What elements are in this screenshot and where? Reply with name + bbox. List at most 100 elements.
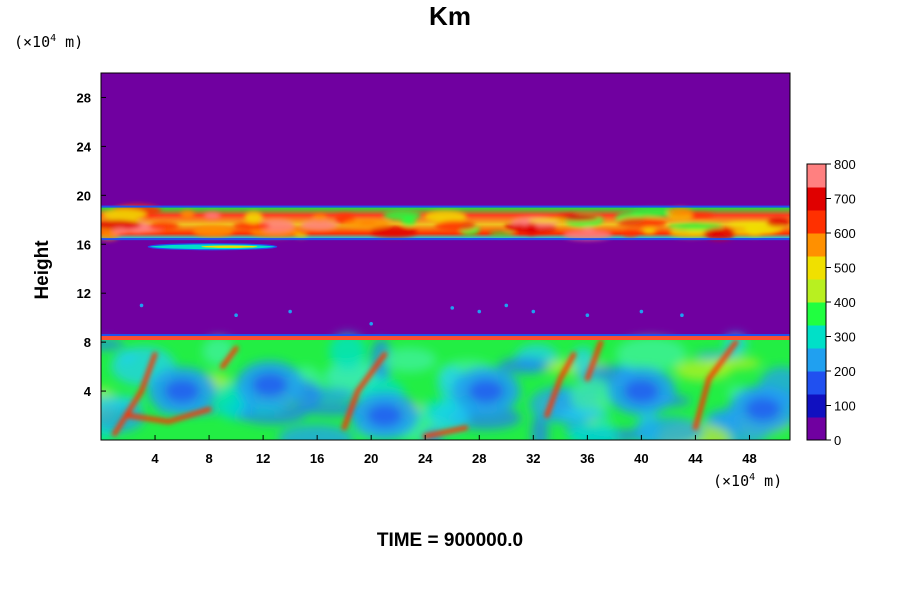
- upper-layer-blob: [112, 228, 129, 235]
- lower-layer-boundary: [101, 334, 790, 337]
- eddy-core: [366, 403, 403, 428]
- upper-layer-blob: [101, 219, 141, 230]
- lower-layer-blob: [101, 339, 125, 351]
- y-tick-label: 8: [84, 335, 91, 350]
- upper-layer-blob: [203, 212, 221, 220]
- upper-layer-blob: [232, 221, 270, 231]
- lower-layer-blob: [329, 333, 366, 370]
- upper-layer-blob: [524, 223, 538, 236]
- colorbar-tick-label: 700: [834, 192, 856, 207]
- shear-streak: [544, 351, 577, 418]
- x-tick-label: 16: [310, 451, 324, 466]
- x-tick-label: 40: [634, 451, 648, 466]
- time-label: TIME = 900000.0: [376, 530, 524, 551]
- lower-layer-blob: [531, 414, 549, 440]
- x-tick-label: 4: [151, 451, 159, 466]
- scatter-blob: [477, 309, 482, 314]
- colorbar-segment: [807, 394, 826, 418]
- upper-layer-blob: [582, 227, 595, 233]
- x-tick-label: 36: [580, 451, 594, 466]
- x-tick-label: 32: [526, 451, 540, 466]
- x-tick-label: 12: [256, 451, 270, 466]
- colorbar-tick-label: 100: [834, 399, 856, 414]
- filament-core: [201, 245, 258, 248]
- x-tick-label: 8: [205, 451, 212, 466]
- y-axis-unit: (×104 m): [14, 33, 84, 51]
- colorbar-tick-label: 800: [834, 157, 856, 172]
- chart-title: Km: [429, 1, 471, 31]
- colorbar-segment: [807, 187, 826, 211]
- upper-layer-blob: [101, 209, 147, 221]
- colorbar-tick-label: 500: [834, 261, 856, 276]
- scatter-blob: [531, 309, 536, 314]
- upper-layer-blob: [401, 216, 416, 227]
- lower-layer-blob: [569, 422, 618, 440]
- scatter-blob: [369, 321, 373, 326]
- eddy-core: [164, 379, 201, 404]
- upper-layer-blob: [300, 220, 338, 231]
- lower-layer-blob: [632, 416, 704, 440]
- upper-layer-blob: [668, 223, 723, 231]
- upper-layer-blob: [294, 232, 309, 238]
- upper-layer-blob: [382, 210, 422, 221]
- upper-layer-blob: [616, 217, 667, 229]
- colorbar-segment: [807, 417, 826, 441]
- colorbar-segment: [807, 348, 826, 372]
- y-tick-label: 24: [77, 139, 92, 154]
- shear-streak: [125, 406, 212, 425]
- upper-layer-blob: [668, 227, 713, 238]
- y-tick-label: 28: [77, 90, 91, 105]
- eddy-core: [623, 379, 660, 404]
- x-tick-label: 28: [472, 451, 486, 466]
- upper-layer-blob: [622, 231, 639, 237]
- scatter-blob: [288, 309, 292, 314]
- upper-layer-blob: [344, 219, 390, 229]
- x-axis-ticks: 4 8 12 16 20 24 28 32 36 40 44 48: [151, 435, 757, 466]
- shear-streak: [220, 345, 239, 370]
- scatter-blob: [139, 303, 144, 308]
- scatter-blob: [234, 313, 238, 318]
- colorbar-segment: [807, 164, 826, 188]
- shear-streak: [584, 339, 604, 382]
- upper-layer-blob: [149, 221, 179, 231]
- y-tick-label: 4: [84, 384, 92, 399]
- y-axis-ticks: 4 8 12 16 20 24 28: [77, 90, 106, 399]
- upper-layer-blob: [703, 227, 736, 240]
- colorbar-segment: [807, 302, 826, 326]
- eddy-core: [251, 372, 288, 397]
- colorbar-segment: [807, 325, 826, 349]
- x-tick-label: 20: [364, 451, 378, 466]
- scatter-blob: [639, 309, 644, 314]
- x-tick-label: 48: [742, 451, 756, 466]
- upper-layer-blob: [244, 211, 263, 224]
- colorbar-tick-label: 400: [834, 295, 856, 310]
- lower-layer-blob: [202, 337, 235, 366]
- x-tick-label: 44: [688, 451, 703, 466]
- eddy-core: [468, 379, 505, 404]
- x-axis-unit: (×104 m): [713, 472, 783, 490]
- lower-layer-blob: [380, 347, 437, 373]
- lower-layer-blob: [569, 377, 613, 414]
- shear-streak: [341, 351, 388, 431]
- colorbar-tick-label: 300: [834, 330, 856, 345]
- colorbar-tick-label: 200: [834, 364, 856, 379]
- lower-layer-blob: [498, 357, 549, 374]
- shear-streak: [422, 425, 469, 439]
- lower-layer-blob: [431, 400, 470, 433]
- upper-layer-bottom-edge: [101, 238, 790, 241]
- colorbar: 0 100 200 300 400 500 600 700 800: [806, 157, 856, 448]
- colorbar-segment: [807, 233, 826, 257]
- colorbar-segment: [807, 210, 826, 234]
- upper-layer-blob: [766, 217, 790, 227]
- upper-layer-blob: [528, 218, 568, 223]
- y-tick-label: 20: [77, 188, 91, 203]
- upper-layer-blob: [488, 231, 515, 237]
- colorbar-tick-label: 0: [834, 433, 841, 448]
- scatter-blob: [680, 313, 684, 318]
- upper-layer-blob: [642, 227, 657, 235]
- lower-layer-blob: [559, 408, 611, 421]
- colorbar-segment: [807, 371, 826, 395]
- upper-layer-blob: [180, 209, 195, 219]
- lower-layer-blob: [615, 337, 687, 371]
